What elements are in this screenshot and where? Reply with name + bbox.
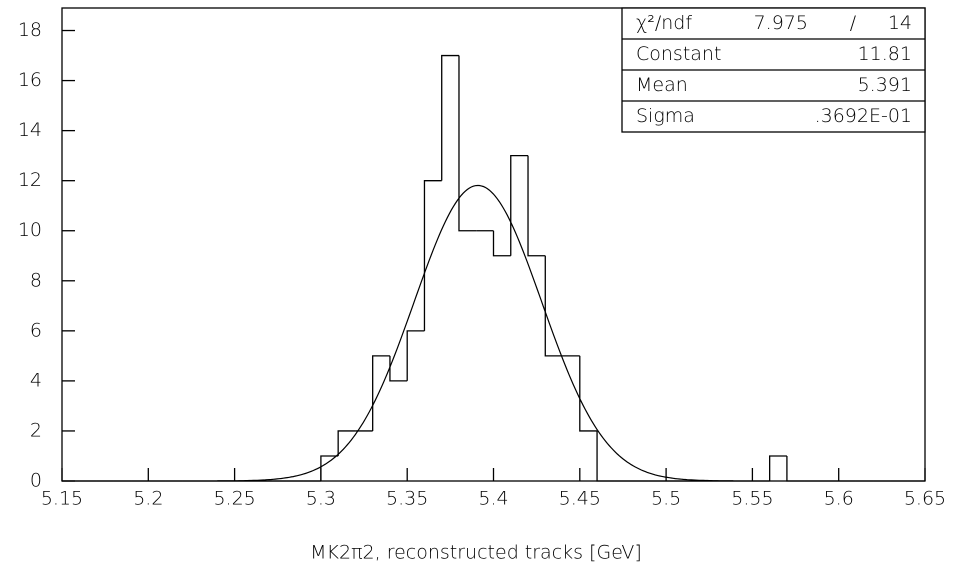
y-tick-label: 14 [18,119,42,141]
stats-value: .3692E-01 [815,105,912,127]
histogram-bin [389,355,408,382]
x-tick-label: 5.35 [386,488,428,510]
y-tick-label: 10 [18,219,42,241]
stats-value: 7.975 [754,12,808,34]
histogram-bin [579,355,598,432]
x-tick-label: 5.65 [904,488,946,510]
y-tick-label: 18 [18,19,42,41]
y-tick-label: 8 [30,269,42,291]
histogram-bin [441,54,459,181]
x-tick-label: 5.25 [213,488,255,510]
stats-separator: / [850,12,857,34]
x-axis-label: MK2π2, reconstructed tracks [GeV] [310,542,642,564]
stats-value: 5.391 [858,74,912,96]
y-tick-label: 6 [30,319,42,341]
stats-label: Mean [636,74,688,96]
x-tick-label: 5.4 [478,488,508,510]
y-tick-label: 2 [30,419,42,441]
histogram-bin [527,155,546,257]
histogram-bin [544,255,563,357]
x-tick-label: 5.45 [559,488,601,510]
x-tick-label: 5.6 [824,488,854,510]
histogram-bin [492,230,511,257]
histogram-bin [458,55,477,232]
fit-curve [217,184,734,482]
x-tick-label: 5.5 [651,488,681,510]
histogram-bin [786,455,805,482]
x-tick-label: 5.15 [41,488,83,510]
histogram-bin [596,430,615,482]
x-tick-label: 5.3 [306,488,336,510]
histogram-bin [320,455,339,481]
stats-label: Constant [636,43,721,65]
x-tick-label: 5.55 [731,488,773,510]
histogram-bin [423,180,442,331]
histogram-bin [337,430,356,456]
stats-value: 11.81 [858,43,912,65]
y-tick-label: 12 [18,169,42,191]
y-tick-label: 16 [18,69,42,91]
x-tick-label: 5.2 [133,488,163,510]
histogram-bin [372,355,390,431]
histogram-bin [769,455,787,481]
histogram-bin [406,330,425,381]
y-tick-label: 4 [30,369,42,391]
stats-label: Sigma [636,105,695,127]
stats-label: χ²/ndf [636,12,692,34]
stats-value: 14 [888,12,912,34]
y-tick-label: 0 [30,470,42,492]
